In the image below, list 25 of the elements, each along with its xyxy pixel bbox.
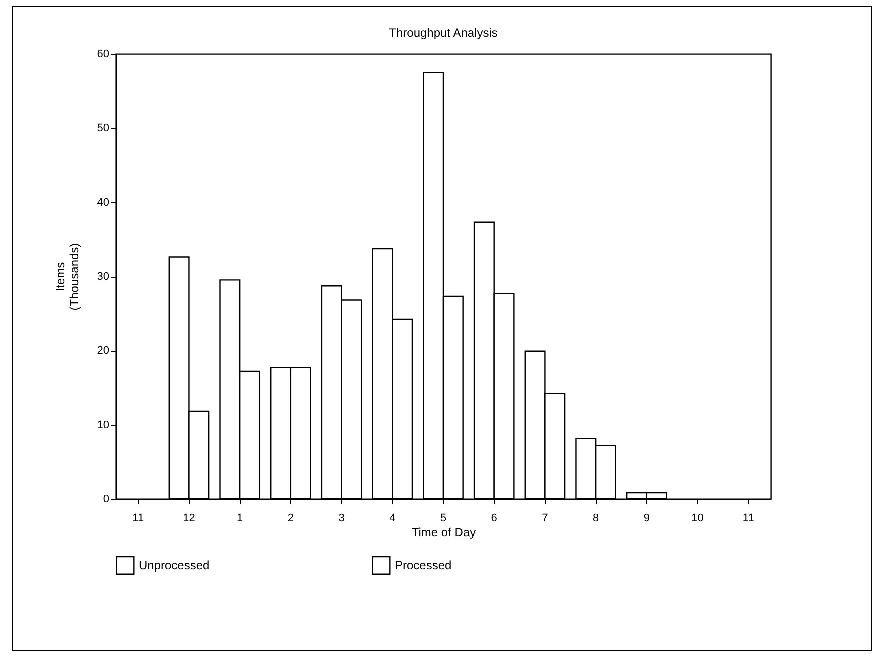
x-tick-label: 8	[593, 512, 600, 524]
y-tick-label: 40	[97, 196, 110, 209]
x-tick-label: 4	[390, 512, 396, 524]
x-axis-title: Time of Day	[412, 526, 476, 540]
x-tick-label: 3	[338, 512, 345, 524]
x-tick-label: 10	[692, 512, 704, 524]
chart-title: Throughput Analysis	[389, 26, 498, 40]
x-tick-label: 9	[644, 512, 650, 524]
legend-label: Unprocessed	[139, 558, 210, 573]
x-tick-label: 11	[132, 512, 144, 524]
y-tick-label: 50	[97, 122, 110, 135]
x-tick-label: 1	[237, 512, 244, 524]
y-tick-label: 60	[97, 48, 110, 60]
y-tick-label: 30	[97, 271, 110, 283]
y-tick-label: 0	[103, 494, 110, 506]
y-tick-label: 10	[97, 419, 110, 432]
x-tick-label: 12	[183, 512, 196, 524]
x-tick-label: 11	[742, 512, 754, 524]
y-tick-label: 20	[97, 345, 110, 358]
x-tick-label: 2	[288, 512, 294, 524]
x-tick-label: 5	[440, 512, 447, 524]
x-tick-label: 7	[542, 512, 548, 524]
y-axis-title: Items (Thousands)	[53, 243, 82, 311]
x-tick-label: 6	[491, 512, 498, 524]
legend-label: Processed	[395, 558, 452, 573]
